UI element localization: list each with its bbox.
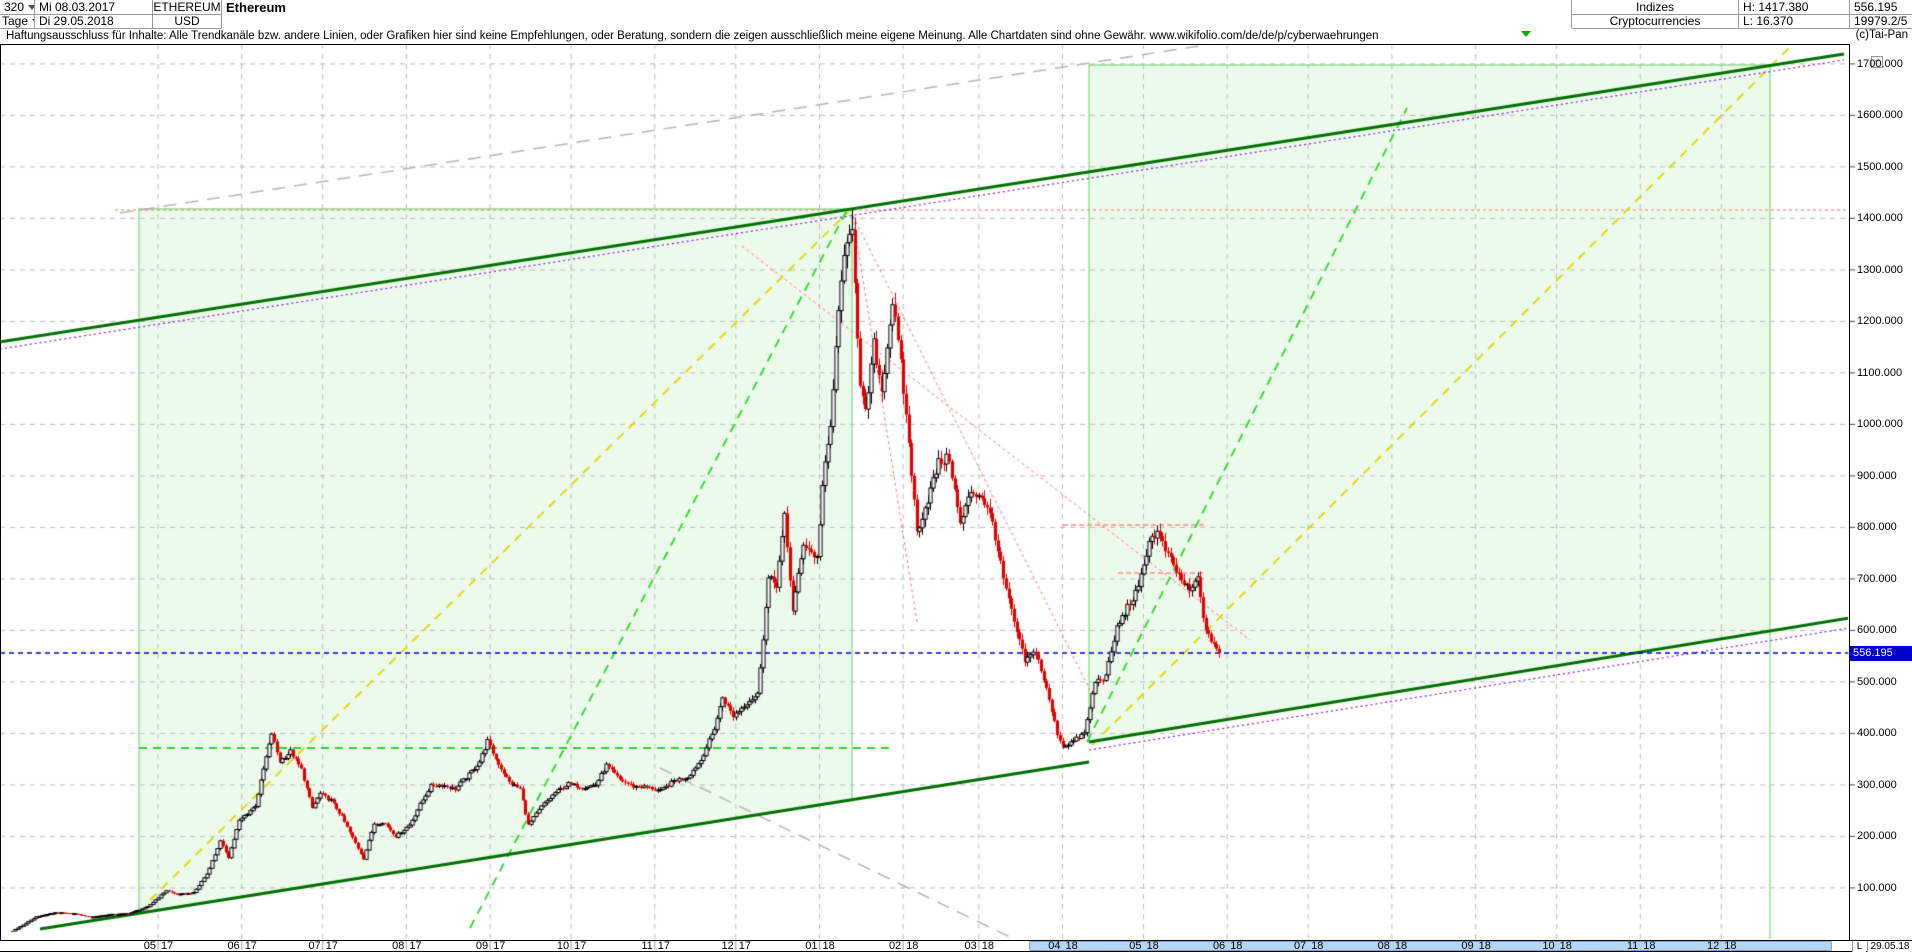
x-axis-month-label: 12: [721, 940, 734, 952]
x-axis-year-label: 18: [981, 940, 995, 952]
price-axis-label: 1700.000: [1857, 57, 1903, 70]
header-divider: [221, 0, 222, 28]
last-date-box: 29.05.18: [1867, 941, 1912, 952]
x-axis-month-label: 09: [1461, 940, 1474, 952]
x-axis-month-label: 11: [641, 940, 653, 952]
x-axis-month-label: 07: [308, 940, 321, 952]
x-axis-year-label: 17: [493, 940, 506, 952]
x-axis-year-label: 17: [244, 940, 257, 952]
disclaimer-text: Haftungsausschluss für Inhalte: Alle Tre…: [6, 30, 1379, 42]
x-axis-year-label: 17: [657, 940, 671, 952]
page-title: Ethereum: [226, 0, 286, 15]
price-axis-label: 1600.000: [1857, 109, 1903, 122]
x-axis-year-label: 18: [906, 940, 919, 952]
header-divider: [34, 0, 35, 28]
price-axis-label: 600.000: [1857, 624, 1897, 637]
copyright-label: (c)Tai-Pan: [1855, 29, 1908, 41]
header-divider: [1572, 14, 1912, 15]
marker-triangle-icon: [1521, 31, 1531, 37]
price-axis-border: [1849, 44, 1850, 941]
x-axis-year-label: 18: [1394, 940, 1408, 952]
x-axis-month-label: 10: [1542, 940, 1555, 952]
x-axis-month-label: 05: [1129, 940, 1142, 952]
x-axis-month-label: 02: [888, 940, 902, 952]
price-axis-label: 100.000: [1857, 881, 1897, 894]
x-axis-year-label: 17: [161, 940, 174, 952]
x-axis-month-label: 01: [805, 940, 818, 952]
header-divider: [1572, 28, 1912, 29]
price-axis-label: 1100.000: [1857, 366, 1903, 379]
time-axis-border: [0, 940, 1912, 941]
x-axis-year-label: 18: [1311, 940, 1324, 952]
price-axis-label: 300.000: [1857, 778, 1897, 791]
price-axis-label: 1200.000: [1857, 315, 1903, 328]
x-axis-year-label: 18: [822, 940, 835, 952]
plot-border-left: [0, 44, 1, 941]
x-axis-month-label: 05: [143, 940, 156, 952]
x-axis-year-label: 18: [1559, 940, 1572, 952]
price-axis-label: 1000.000: [1857, 418, 1903, 431]
x-axis-year-label: 18: [1478, 940, 1491, 952]
x-axis-year-label: 17: [409, 940, 422, 952]
x-axis-month-label: 08: [392, 940, 405, 952]
group-line2: Cryptocurrencies: [1609, 14, 1701, 28]
low-value: L: 16.370: [1743, 14, 1794, 28]
x-axis-year-label: 18: [1230, 940, 1243, 952]
header-divider: [1738, 0, 1739, 28]
high-value: H: 1417.380: [1743, 0, 1809, 14]
x-axis-month-label: 03: [964, 940, 977, 952]
plot-border-top: [0, 44, 1850, 45]
x-axis-year-label: 17: [574, 940, 587, 952]
price-axis-label: 400.000: [1857, 727, 1897, 740]
x-axis-year-label: 17: [325, 940, 338, 952]
price-axis-label: 200.000: [1857, 830, 1897, 843]
collapse-button[interactable]: −: [1871, 56, 1883, 68]
price-axis-label: 800.000: [1857, 521, 1897, 534]
x-axis-year-label: 18: [1643, 940, 1656, 952]
x-axis-year-label: 17: [738, 940, 752, 952]
price-axis-label: 500.000: [1857, 675, 1897, 688]
x-axis-year-label: 18: [1146, 940, 1159, 952]
chevron-down-icon[interactable]: [28, 5, 37, 11]
price-axis-label: 1300.000: [1857, 263, 1903, 276]
group-line1: Indizes: [1635, 0, 1675, 14]
time-selection-band[interactable]: [1029, 941, 1832, 951]
x-axis-month-label: 09: [475, 940, 489, 952]
x-axis-year-label: 18: [1065, 940, 1078, 952]
symbol-name: ETHEREUM: [153, 0, 221, 14]
secondary-value: 19979.2/5: [1854, 14, 1908, 28]
x-axis-month-label: 06: [1212, 940, 1226, 952]
header-divider: [1571, 0, 1572, 28]
scale-mode-box[interactable]: L: [1852, 941, 1866, 952]
current-price-tag: 556.195: [1850, 645, 1912, 661]
x-axis-month-label: 06: [227, 940, 240, 952]
x-axis-month-label: 10: [556, 940, 570, 952]
x-axis-month-label: 12: [1707, 940, 1720, 952]
last-price: 556.195: [1854, 0, 1898, 14]
date-from[interactable]: Mi 08.03.2017: [39, 0, 116, 14]
price-axis-label: 1500.000: [1857, 160, 1903, 173]
x-axis-month-label: 11: [1626, 940, 1639, 952]
header-divider: [0, 28, 221, 29]
x-axis-year-label: 18: [1724, 940, 1737, 952]
period-value[interactable]: 320: [4, 0, 25, 14]
date-to[interactable]: Di 29.05.2018: [39, 14, 114, 28]
x-axis-month-label: 04: [1048, 940, 1061, 952]
price-axis-label: 700.000: [1857, 572, 1897, 585]
price-axis-label: 900.000: [1857, 469, 1897, 482]
header-divider: [1849, 0, 1850, 28]
symbol-currency: USD: [174, 14, 200, 28]
x-axis-month-label: 08: [1377, 940, 1390, 952]
x-axis-month-label: 07: [1293, 940, 1307, 952]
header-divider: [152, 0, 153, 28]
price-axis-label: 1400.000: [1857, 212, 1903, 225]
timeframe-value[interactable]: Tage: [2, 14, 29, 28]
header-divider: [0, 14, 221, 15]
title-cell-wrap: Ethereum: [222, 0, 552, 28]
